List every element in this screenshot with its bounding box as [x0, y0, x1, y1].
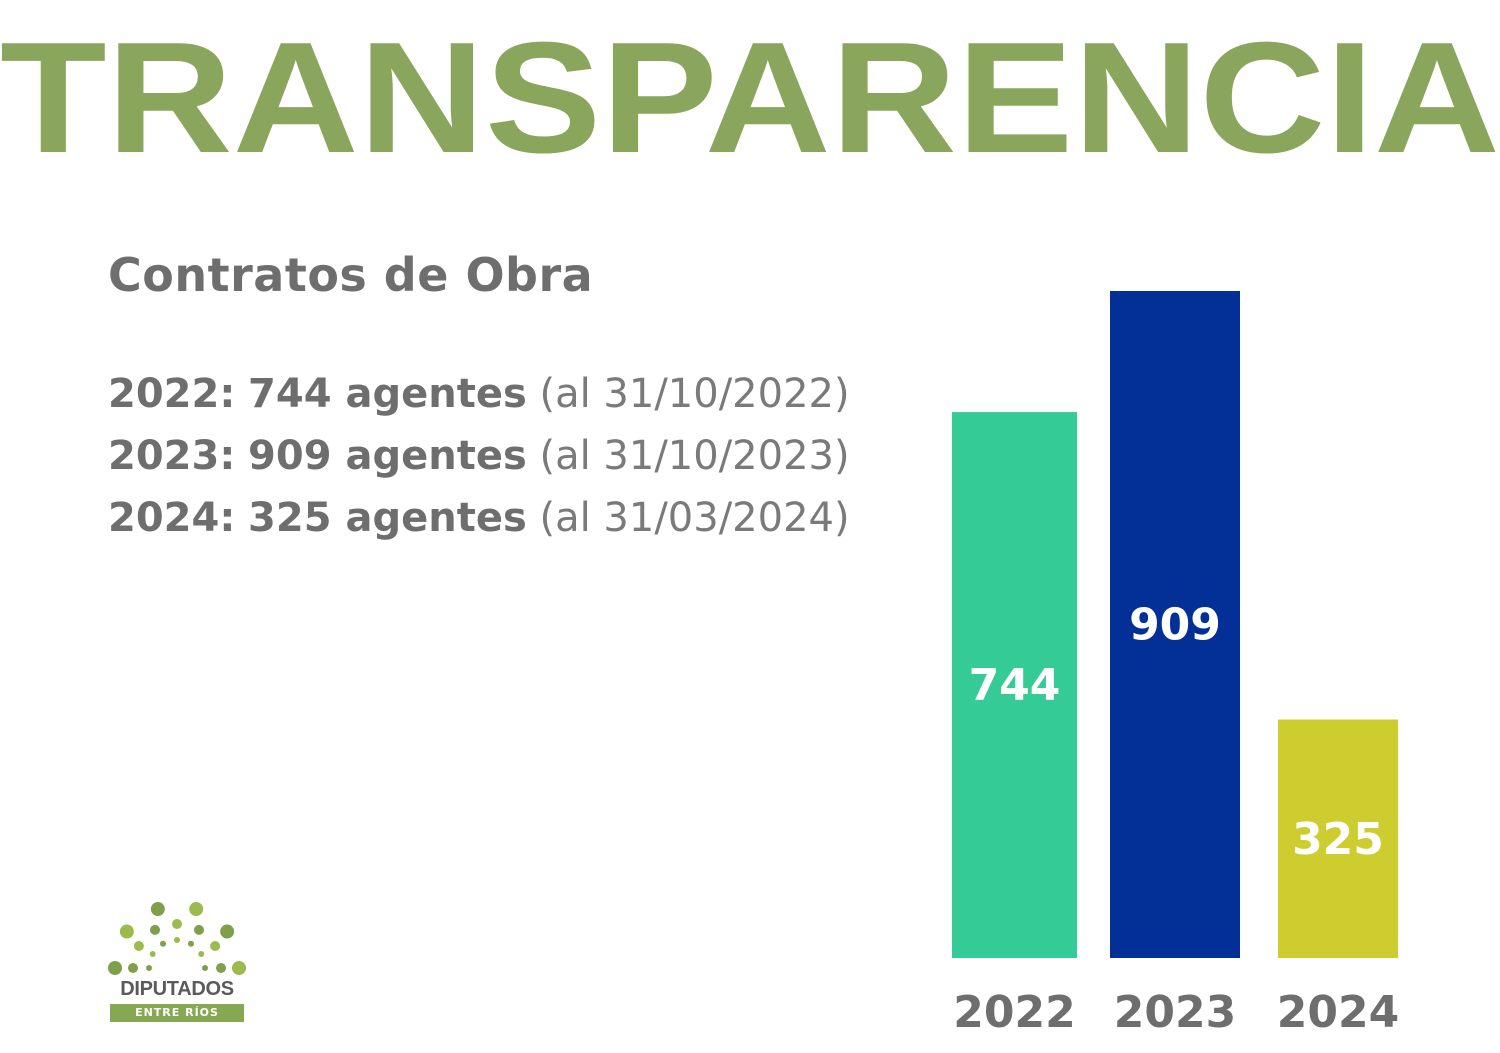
summary-note: (al 31/03/2024) [539, 495, 850, 541]
summary-note: (al 31/10/2022) [539, 371, 850, 417]
summary-list: 2022: 744 agentes (al 31/10/2022) 2023: … [108, 366, 850, 552]
data-label: 325 [1292, 814, 1384, 865]
x-tick-label: 2022 [953, 987, 1075, 1038]
data-label: 744 [969, 660, 1061, 711]
summary-line-2023: 2023: 909 agentes (al 31/10/2023) [108, 428, 850, 490]
summary-line-2022: 2022: 744 agentes (al 31/10/2022) [108, 366, 850, 428]
title-text: TRANSPARENCIA [0, 10, 1500, 170]
summary-year: 2022: [108, 371, 236, 417]
data-label: 909 [1129, 600, 1221, 651]
summary-count: 744 agentes [248, 371, 527, 417]
x-tick-label: 2023 [1114, 987, 1236, 1038]
summary-count: 909 agentes [248, 433, 527, 479]
summary-note: (al 31/10/2023) [539, 433, 850, 479]
summary-year: 2024: [108, 495, 236, 541]
logo-name: DIPUTADOS [120, 978, 234, 1000]
summary-count: 325 agentes [248, 495, 527, 541]
summary-line-2024: 2024: 325 agentes (al 31/03/2024) [108, 490, 850, 552]
logo-dots-icon [108, 902, 246, 975]
diputados-logo: DIPUTADOS ENTRE RÍOS [106, 896, 248, 1022]
x-tick-label: 2024 [1277, 987, 1399, 1038]
bar-2023 [1110, 291, 1240, 958]
chart-subtitle: Contratos de Obra [108, 248, 594, 302]
bar-2024 [1278, 719, 1398, 958]
bar-2022 [952, 412, 1077, 958]
summary-year: 2023: [108, 433, 236, 479]
logo-subname: ENTRE RÍOS [110, 1004, 244, 1022]
page-title: TRANSPARENCIA [0, 10, 1500, 170]
